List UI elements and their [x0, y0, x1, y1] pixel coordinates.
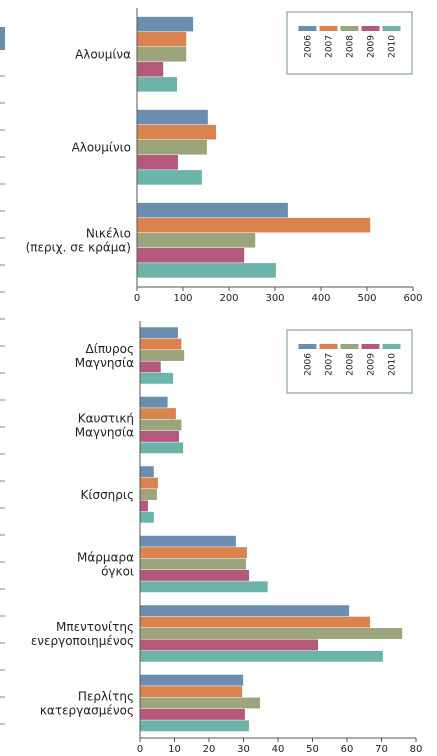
bar [140, 569, 250, 581]
bar [137, 232, 256, 248]
x-tick-label: 0 [137, 744, 143, 755]
bar [137, 124, 217, 140]
bar [140, 605, 350, 617]
bar [137, 109, 208, 125]
x-tick-label: 0 [134, 293, 140, 304]
edge-ticks [0, 75, 5, 725]
legend-swatch [340, 26, 359, 31]
legend-label: 2010 [388, 353, 398, 376]
legend-swatch [319, 344, 338, 349]
bar [140, 558, 246, 570]
legend-label: 2008 [346, 353, 356, 376]
bar [140, 396, 168, 408]
bar [140, 639, 319, 651]
legend-label: 2007 [325, 353, 335, 376]
x-tick-label: 40 [272, 744, 285, 755]
bar [137, 217, 371, 233]
x-tick-label: 20 [203, 744, 216, 755]
legend-swatch [298, 344, 317, 349]
legend-label: 2006 [304, 35, 314, 58]
bar [140, 628, 403, 639]
bar [137, 31, 187, 47]
legend-label: 2008 [346, 35, 356, 58]
x-tick-label: 200 [219, 293, 238, 304]
x-tick-label: 400 [311, 293, 330, 304]
bar [140, 616, 371, 628]
bar [140, 650, 383, 662]
bar [140, 511, 154, 523]
bar [140, 720, 250, 732]
y-tick-label: Αλουμίνιο [72, 141, 131, 155]
bar [140, 489, 157, 500]
bar [140, 327, 178, 339]
y-tick-label: Νικέλιο (περιχ. σε κράμα) [26, 227, 131, 255]
bar [140, 442, 184, 454]
bar [137, 77, 178, 92]
x-tick-label: 80 [410, 744, 423, 755]
legend-box [286, 329, 413, 394]
legend-swatch [340, 344, 359, 349]
bar [140, 477, 158, 489]
bar [140, 697, 261, 709]
x-tick-label: 70 [375, 744, 388, 755]
y-tick-label: Δίπυρος Μαγνησία [75, 342, 134, 370]
x-tick-label: 60 [341, 744, 354, 755]
bar [140, 547, 247, 559]
legend-swatch [361, 26, 380, 31]
legend-box [286, 11, 413, 75]
bar [137, 202, 288, 218]
bar [140, 686, 243, 698]
bar [140, 466, 154, 478]
bar [137, 62, 164, 77]
bar [137, 139, 207, 155]
bar [140, 581, 268, 593]
x-tick-label: 300 [265, 293, 284, 304]
legend-label: 2006 [304, 353, 314, 376]
legend-label: 2009 [367, 353, 377, 376]
bar [137, 263, 276, 278]
bar [140, 430, 179, 442]
legend-swatch [361, 344, 380, 349]
x-tick-label: 100 [173, 293, 192, 304]
bar [137, 16, 194, 32]
legend-swatch [298, 26, 317, 31]
bar [140, 361, 161, 373]
y-tick-label: Μάρμαρα όγκοι [77, 550, 134, 578]
legend-swatch [382, 26, 401, 31]
bar [140, 408, 176, 420]
x-tick-label: 10 [168, 744, 181, 755]
bar [140, 338, 182, 350]
y-tick-label: Καυστική Μαγνησία [75, 411, 134, 439]
legend-label: 2009 [367, 35, 377, 58]
bar [137, 46, 187, 62]
legend-label: 2010 [388, 35, 398, 58]
legend-swatch [382, 344, 401, 349]
edge-decoration [0, 27, 5, 50]
bar [137, 170, 202, 185]
bar [137, 248, 245, 263]
bar [140, 350, 185, 361]
x-tick-label: 500 [357, 293, 376, 304]
bar [140, 708, 245, 720]
y-tick-label: Αλουμίνα [75, 48, 131, 62]
bar [140, 535, 236, 547]
bar [140, 419, 182, 431]
y-tick-label: Περλίτης κατεργασμένος [40, 689, 134, 717]
x-tick-label: 30 [237, 744, 250, 755]
bar [137, 155, 178, 170]
legend-label: 2007 [325, 35, 335, 58]
y-tick-label: Κίσσηρις [81, 488, 134, 502]
x-tick-label: 600 [403, 293, 422, 304]
legend-swatch [319, 26, 338, 31]
y-tick-label: Μπεντονίτης ενεργοποιημένος [31, 620, 134, 648]
bar [140, 674, 244, 686]
bar [140, 372, 174, 384]
x-tick-label: 50 [306, 744, 319, 755]
bar [140, 500, 148, 512]
